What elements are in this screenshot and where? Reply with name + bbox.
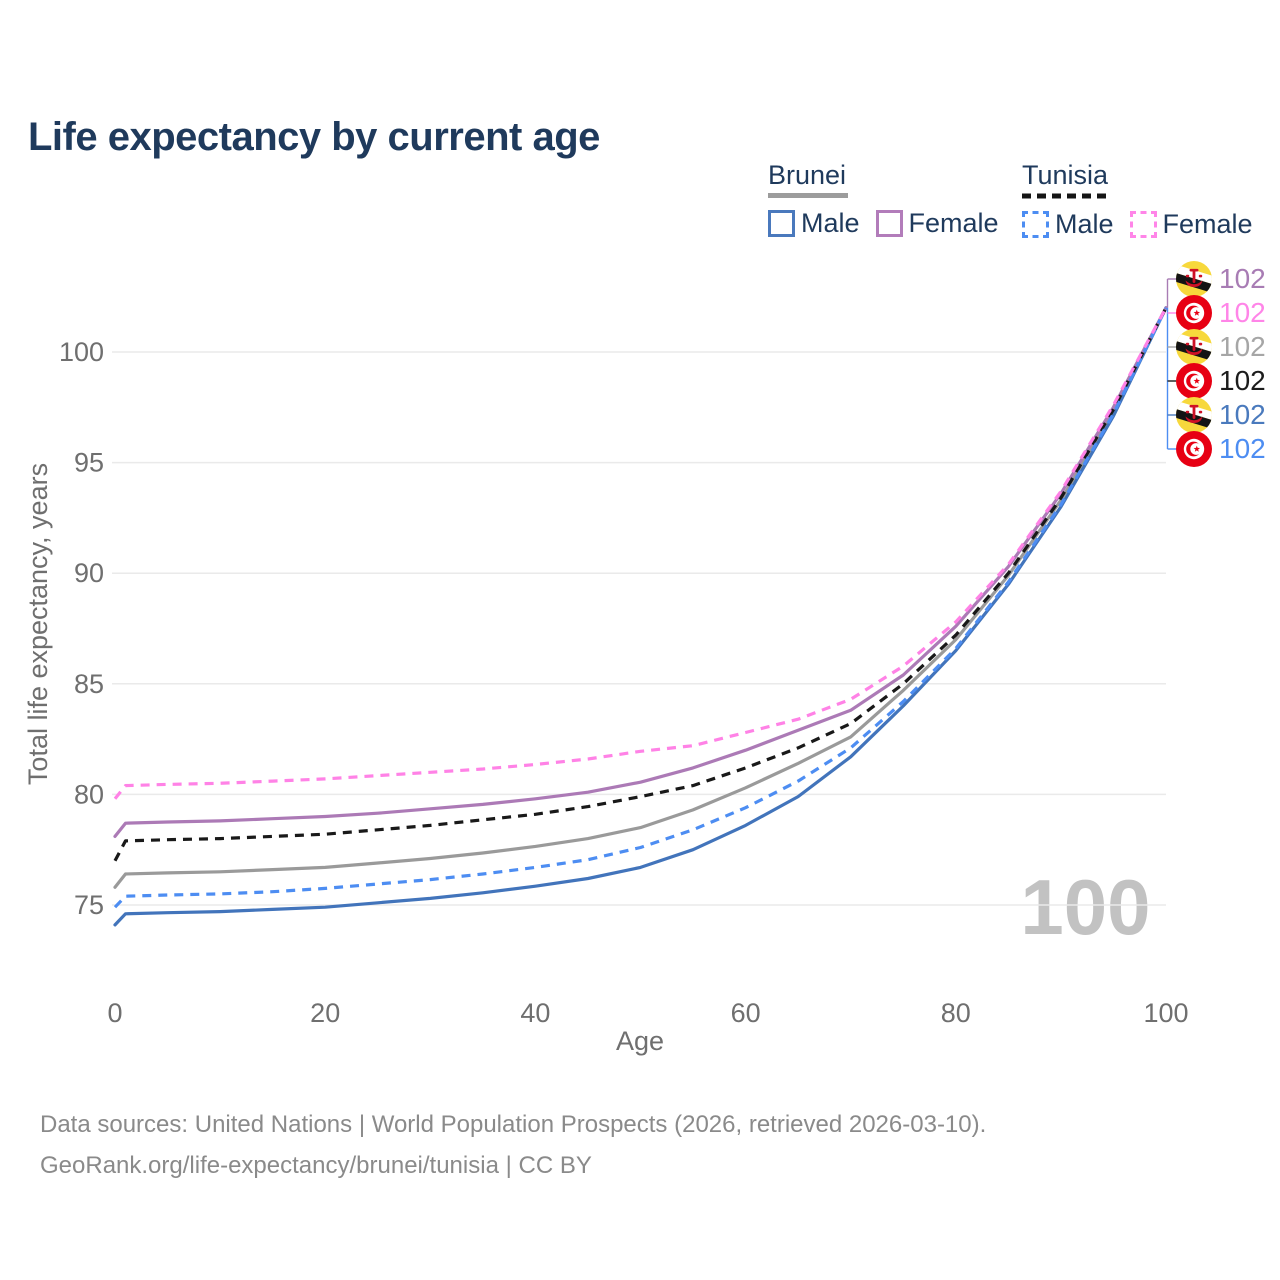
x-tick-label-20: 20 xyxy=(310,998,340,1028)
brunei-flag-icon xyxy=(1176,329,1212,365)
brunei-flag-icon xyxy=(1176,397,1212,433)
endpoint-row-tunisia-female: 102 xyxy=(1176,295,1266,331)
tunisia-flag-icon xyxy=(1176,431,1212,467)
series-line-brunei-total xyxy=(113,306,1168,889)
legend-tunisia-row: Male Female xyxy=(1022,209,1253,240)
y-tick-label-85: 85 xyxy=(74,669,104,699)
legend-brunei-row: Male Female xyxy=(768,208,999,239)
legend-brunei-label[interactable]: Brunei xyxy=(768,160,847,190)
footer: Data sources: United Nations | World Pop… xyxy=(40,1104,986,1186)
age-counter-watermark: 100 xyxy=(1020,863,1151,951)
endpoint-row-brunei-male: 102 xyxy=(1176,397,1266,433)
endpoint-value: 102 xyxy=(1219,331,1266,362)
x-axis-title: Age xyxy=(616,1026,664,1056)
endpoint-row-tunisia-male: 102 xyxy=(1176,431,1266,467)
series-line-brunei-male xyxy=(113,306,1168,927)
tunisia-flag-wrap xyxy=(1176,363,1212,399)
brunei-flag-wrap xyxy=(1176,329,1212,365)
endpoint-value: 102 xyxy=(1219,433,1266,464)
legend-brunei-male-label: Male xyxy=(801,208,860,238)
brunei-flag-icon xyxy=(1176,261,1212,297)
y-tick-label-75: 75 xyxy=(74,890,104,920)
legend-item-tunisia-male[interactable]: Male xyxy=(1022,209,1114,240)
tunisia-flag-wrap xyxy=(1176,295,1212,331)
series-line-brunei-female xyxy=(113,306,1168,838)
tunisia-male-swatch-icon xyxy=(1022,211,1049,238)
endpoint-value: 102 xyxy=(1219,365,1266,396)
endpoint-row-brunei-female: 102 xyxy=(1176,261,1266,297)
endpoint-row-tunisia-total: 102 xyxy=(1176,363,1266,399)
legend-brunei-female-label: Female xyxy=(908,208,999,238)
legend-group-brunei: Brunei Male Female xyxy=(768,160,999,239)
y-axis-title: Total life expectancy, years xyxy=(23,463,53,785)
legend-item-brunei-female[interactable]: Female xyxy=(875,208,999,239)
brunei-flag-wrap xyxy=(1176,397,1212,433)
legend-group-tunisia: Tunisia Male Female xyxy=(1022,160,1253,240)
tunisia-flag-icon xyxy=(1176,295,1212,331)
tunisia-flag-icon xyxy=(1176,363,1212,399)
endpoint-row-brunei-total: 102 xyxy=(1176,329,1266,365)
legend-tunisia-female-label: Female xyxy=(1162,209,1253,239)
y-tick-label-95: 95 xyxy=(74,448,104,478)
series-line-tunisia-female xyxy=(113,307,1168,800)
endpoint-value: 102 xyxy=(1219,263,1266,294)
series-line-tunisia-total xyxy=(113,307,1168,862)
series-line-tunisia-male xyxy=(113,307,1168,909)
y-tick-label-100: 100 xyxy=(59,337,104,367)
endpoint-value: 102 xyxy=(1219,399,1266,430)
legend-item-brunei-male[interactable]: Male xyxy=(768,208,860,239)
tunisia-flag-wrap xyxy=(1176,431,1212,467)
brunei-flag-wrap xyxy=(1176,261,1212,297)
y-tick-label-80: 80 xyxy=(74,779,104,809)
x-tick-label-60: 60 xyxy=(731,998,761,1028)
x-tick-label-40: 40 xyxy=(520,998,550,1028)
y-tick-label-90: 90 xyxy=(74,558,104,588)
legend-item-tunisia-female[interactable]: Female xyxy=(1129,209,1253,240)
brunei-female-swatch-icon xyxy=(875,210,903,237)
footer-sources-line: Data sources: United Nations | World Pop… xyxy=(40,1111,987,1138)
page-title: Life expectancy by current age xyxy=(28,114,600,159)
tunisia-female-swatch-icon xyxy=(1129,211,1157,238)
legend-tunisia-label[interactable]: Tunisia xyxy=(1022,160,1109,190)
x-tick-label-100: 100 xyxy=(1143,998,1188,1028)
x-tick-label-0: 0 xyxy=(107,998,122,1028)
footer-credit-line: GeoRank.org/life-expectancy/brunei/tunis… xyxy=(40,1152,592,1179)
legend-brunei-total-line-sample xyxy=(768,193,848,198)
endpoint-value: 102 xyxy=(1219,297,1266,328)
legend-tunisia-male-label: Male xyxy=(1055,209,1114,239)
x-tick-label-80: 80 xyxy=(941,998,971,1028)
brunei-male-swatch-icon xyxy=(768,210,795,237)
